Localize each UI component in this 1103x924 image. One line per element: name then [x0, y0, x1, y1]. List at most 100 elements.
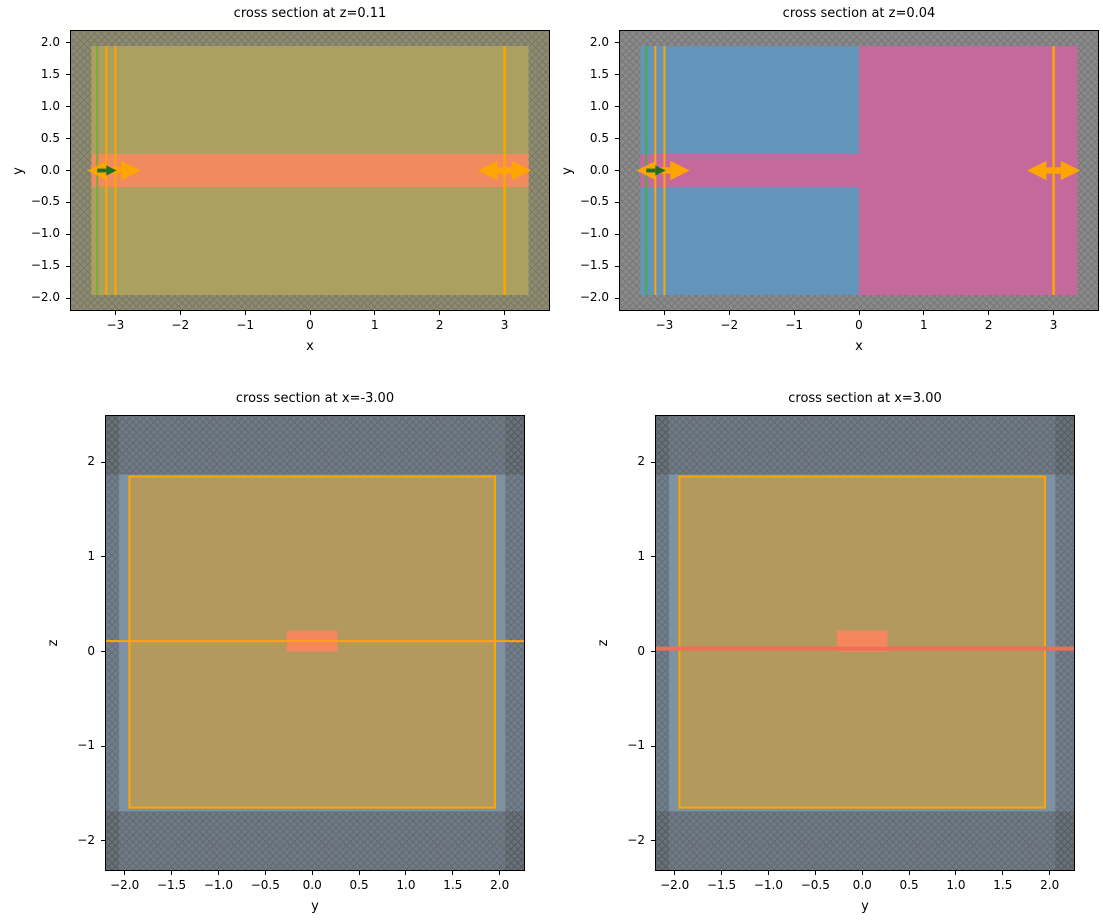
y-tick-label: 2.0	[40, 34, 60, 49]
x-tick-mark	[728, 311, 730, 315]
axes-frame	[70, 30, 550, 311]
y-tick-label: 1	[87, 548, 95, 563]
mode-monitor-arrows-right	[1060, 160, 1081, 181]
x-tick-label: −1	[785, 318, 803, 332]
y-tick-label: 2	[87, 454, 95, 469]
mode-monitor-arrows-right-tail	[497, 167, 512, 174]
plot-canvas	[655, 415, 1075, 871]
y-tick-mark	[651, 651, 655, 652]
pml-top-hatched-hatch	[105, 415, 525, 475]
pml-bottom-hatched-hatch	[105, 811, 525, 871]
x-tick-mark	[1002, 871, 1004, 875]
x-tick-mark	[124, 871, 126, 875]
mode-monitor-arrows-right-tail	[1046, 167, 1061, 174]
x-tick-label: −2	[720, 318, 739, 332]
x-tick-mark	[114, 311, 116, 315]
y-tick-label: 2.0	[589, 34, 609, 49]
x-tick-mark	[767, 871, 769, 875]
y-tick-mark	[66, 138, 70, 140]
mode-monitor-arrows-right	[511, 160, 532, 181]
y-tick-label: −2.0	[579, 290, 609, 305]
x-tick-label: −2	[171, 318, 190, 332]
pml-top-hatched-hatch	[655, 415, 1075, 475]
x-tick-mark	[1049, 871, 1051, 875]
x-axis-label: x	[306, 339, 314, 354]
x-tick-label: 1.0	[946, 878, 966, 892]
plot-canvas	[105, 415, 525, 871]
x-tick-mark	[405, 871, 407, 875]
x-tick-label: −2.0	[660, 878, 690, 892]
y-tick-label: −1.5	[30, 258, 60, 273]
mode-source-arrow	[106, 165, 117, 176]
x-tick-mark	[452, 871, 454, 875]
x-tick-mark	[1053, 311, 1055, 315]
y-tick-mark	[615, 265, 619, 267]
y-tick-label: 0.5	[589, 130, 609, 145]
x-tick-mark	[264, 871, 266, 875]
y-tick-mark	[66, 201, 70, 203]
x-tick-mark	[663, 311, 665, 315]
x-tick-mark	[504, 311, 506, 315]
x-tick-mark	[674, 871, 676, 875]
pml-right-hatched-hatch	[505, 415, 525, 871]
x-tick-label: 0	[306, 318, 314, 332]
x-tick-mark	[793, 311, 795, 315]
mode-monitor-arrows-left	[121, 160, 141, 181]
x-tick-label: −1	[236, 318, 254, 332]
x-tick-label: −1.0	[753, 878, 783, 892]
waveguide-ridge	[836, 630, 888, 652]
x-tick-label: 3	[500, 318, 509, 332]
x-tick-mark	[861, 871, 863, 875]
x-tick-label: 1.0	[396, 878, 416, 892]
y-tick-mark	[615, 42, 619, 44]
x-tick-mark	[955, 871, 957, 875]
x-tick-mark	[988, 311, 990, 315]
axes-frame	[105, 415, 525, 871]
mode-monitor-arrows-right	[1027, 160, 1047, 181]
plot-canvas	[70, 30, 550, 311]
y-tick-label: −2	[77, 832, 95, 847]
x-tick-label: 1.5	[443, 878, 463, 892]
y-tick-label: 1.5	[40, 66, 60, 81]
y-tick-label: −1	[77, 738, 95, 753]
y-tick-label: −1.5	[579, 258, 609, 273]
y-tick-label: 0.5	[40, 130, 60, 145]
x-tick-mark	[439, 311, 441, 315]
x-tick-label: 1.5	[993, 878, 1013, 892]
pml-left-hatched-hatch	[655, 415, 670, 871]
x-tick-label: −1.5	[156, 878, 187, 892]
y-tick-label: −2	[627, 832, 645, 847]
plot-title: cross section at x=-3.00	[235, 391, 395, 406]
y-tick-mark	[615, 170, 619, 171]
mode-source-arrow-tail	[97, 168, 107, 173]
y-tick-mark	[101, 556, 105, 558]
x-tick-label: 0.0	[302, 878, 322, 892]
y-tick-label: −2.0	[30, 290, 60, 305]
y-tick-mark	[66, 106, 70, 108]
y-tick-mark	[66, 265, 70, 267]
y-tick-mark	[101, 840, 105, 842]
mode-monitor-arrows-left	[87, 160, 107, 181]
y-tick-mark	[66, 74, 70, 76]
y-tick-mark	[101, 651, 105, 652]
y-tick-label: 2	[637, 454, 645, 469]
y-tick-label: 0	[637, 643, 645, 658]
y-tick-mark	[651, 556, 655, 558]
x-tick-mark	[814, 871, 816, 875]
pml-right-hatched-hatch	[1055, 415, 1075, 871]
y-tick-mark	[651, 461, 655, 463]
y-tick-label: −1.0	[579, 226, 609, 241]
x-tick-mark	[374, 311, 376, 315]
y-tick-label: 0.0	[40, 162, 60, 177]
y-tick-mark	[66, 233, 70, 235]
x-tick-label: −1.5	[706, 878, 737, 892]
mode-source-arrow-tail	[646, 168, 656, 173]
